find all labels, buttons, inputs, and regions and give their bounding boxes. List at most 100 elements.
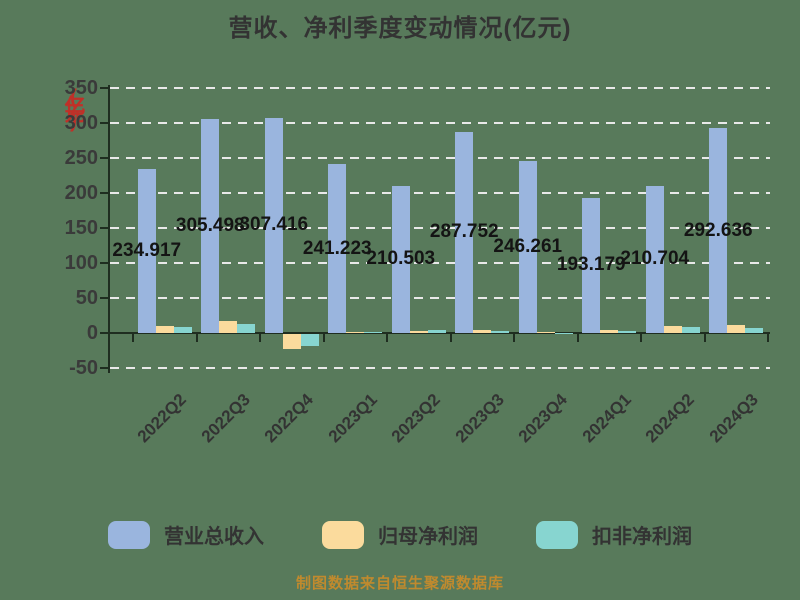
x-category-label: 2023Q3 — [451, 390, 508, 447]
y-axis-tick — [100, 157, 108, 159]
y-axis-tick — [100, 192, 108, 194]
bar-营业总收入-2023Q4 — [518, 160, 537, 333]
legend-item-revenue: 营业总收入 — [108, 520, 264, 549]
x-category-label: 2022Q3 — [197, 390, 254, 447]
gridline-150 — [110, 227, 770, 229]
bar-value-label: 234.917 — [112, 239, 182, 261]
bar-value-label: 307.416 — [239, 214, 309, 236]
bar-扣非净利润-2024Q1 — [618, 330, 637, 333]
legend-swatch-revenue — [108, 520, 150, 549]
bar-value-label: 246.261 — [493, 235, 563, 257]
gridline-50 — [110, 297, 770, 299]
bar-归母净利润-2022Q2 — [155, 325, 174, 333]
x-axis-tick — [386, 333, 388, 342]
y-axis-tick-label: -50 — [69, 357, 98, 379]
y-axis-tick-label: 150 — [64, 217, 98, 239]
bar-归母净利润-2023Q3 — [473, 329, 492, 333]
legend-swatch-non-gaap-profit — [536, 520, 578, 549]
chart-title: 营收、净利季度变动情况(亿元) — [228, 15, 572, 42]
x-category-label: 2023Q4 — [514, 390, 572, 447]
bar-归母净利润-2022Q3 — [219, 321, 238, 333]
legend-label-revenue: 营业总收入 — [164, 526, 264, 548]
legend-item-non-gaap-profit: 扣非净利润 — [536, 520, 692, 549]
bar-扣非净利润-2022Q4 — [300, 334, 319, 346]
x-category-label: 2022Q2 — [133, 390, 191, 447]
gridline-250 — [110, 157, 770, 159]
data-source-note: 制图数据来自恒生聚源数据库 — [295, 575, 504, 592]
legend-swatch-net-profit — [322, 520, 364, 549]
y-axis-tick — [100, 262, 108, 264]
y-axis-unit-label: (亿元) — [62, 86, 85, 118]
y-axis-tick — [100, 297, 108, 299]
bar-营业总收入-2023Q1 — [328, 164, 347, 333]
x-category-label: 2023Q2 — [387, 390, 445, 447]
y-axis-tick-label: 0 — [86, 322, 98, 344]
bar-营业总收入-2022Q2 — [137, 168, 156, 333]
y-axis-tick — [100, 87, 108, 89]
bar-归母净利润-2023Q4 — [536, 331, 555, 333]
bar-扣非净利润-2024Q2 — [681, 327, 700, 333]
bar-归母净利润-2024Q1 — [600, 329, 619, 333]
y-axis-tick — [100, 227, 108, 229]
bar-归母净利润-2023Q2 — [409, 331, 428, 333]
y-axis-tick-label: 300 — [64, 112, 98, 134]
bar-扣非净利润-2023Q4 — [554, 332, 573, 334]
bar-营业总收入-2024Q3 — [709, 128, 728, 333]
x-category-label: 2023Q1 — [324, 390, 381, 447]
bar-value-label: 292.636 — [683, 219, 753, 241]
x-category-label: 2022Q4 — [260, 390, 318, 447]
gridline--50 — [110, 367, 770, 369]
bar-营业总收入-2024Q1 — [582, 197, 601, 333]
bar-扣非净利润-2024Q3 — [745, 328, 764, 333]
x-category-label: 2024Q3 — [705, 390, 762, 447]
gridline-300 — [110, 122, 770, 124]
y-axis-tick-label: 350 — [64, 77, 98, 99]
bar-归母净利润-2022Q4 — [282, 334, 301, 349]
y-axis-tick-label: 250 — [64, 147, 98, 169]
x-axis-tick — [259, 333, 261, 342]
x-axis-tick — [640, 333, 642, 342]
x-axis-tick — [703, 333, 706, 342]
x-axis-line — [108, 332, 770, 334]
gridline-100 — [110, 262, 770, 264]
y-axis-tick — [100, 332, 108, 334]
bar-扣非净利润-2022Q2 — [173, 326, 192, 333]
bar-扣非净利润-2023Q1 — [364, 331, 383, 333]
x-category-label: 2024Q2 — [641, 390, 699, 447]
bar-归母净利润-2023Q1 — [346, 331, 365, 333]
bar-扣非净利润-2023Q3 — [491, 330, 510, 333]
gridline-350 — [110, 87, 770, 89]
bar-归母净利润-2024Q3 — [727, 324, 746, 333]
y-axis-tick — [100, 122, 108, 124]
legend-item-net-profit: 归母净利润 — [322, 520, 478, 549]
bar-营业总收入-2022Q4 — [264, 117, 283, 333]
bar-营业总收入-2022Q3 — [201, 119, 220, 333]
y-axis-tick-label: 200 — [64, 182, 98, 204]
bar-value-label: 287.752 — [429, 221, 499, 243]
x-axis-tick — [513, 333, 515, 342]
x-axis-tick — [449, 333, 452, 342]
bar-归母净利润-2024Q2 — [663, 326, 682, 333]
bar-value-label: 210.503 — [366, 248, 436, 270]
legend-label-net-profit: 归母净利润 — [378, 526, 478, 548]
chart-legend: 营业总收入 归母净利润 扣非净利润 — [0, 520, 800, 549]
bar-营业总收入-2024Q2 — [645, 185, 664, 333]
x-axis-tick — [767, 333, 769, 342]
y-axis-tick — [100, 367, 108, 369]
bar-营业总收入-2023Q3 — [455, 131, 474, 333]
x-category-label: 2024Q1 — [578, 390, 635, 447]
gridline-200 — [110, 192, 770, 194]
bar-扣非净利润-2022Q3 — [237, 323, 256, 333]
x-axis-tick — [132, 333, 134, 342]
bar-value-label: 241.223 — [302, 237, 372, 259]
bar-营业总收入-2023Q2 — [391, 185, 410, 333]
x-axis-tick — [576, 333, 579, 342]
y-axis-line — [108, 85, 110, 373]
y-axis-tick-label: 50 — [75, 287, 98, 309]
bar-扣非净利润-2023Q2 — [427, 329, 446, 333]
y-axis-tick-label: 100 — [64, 252, 98, 274]
bar-value-label: 193.179 — [556, 254, 626, 276]
bar-value-label: 305.498 — [175, 215, 245, 237]
bar-value-label: 210.704 — [620, 248, 690, 270]
